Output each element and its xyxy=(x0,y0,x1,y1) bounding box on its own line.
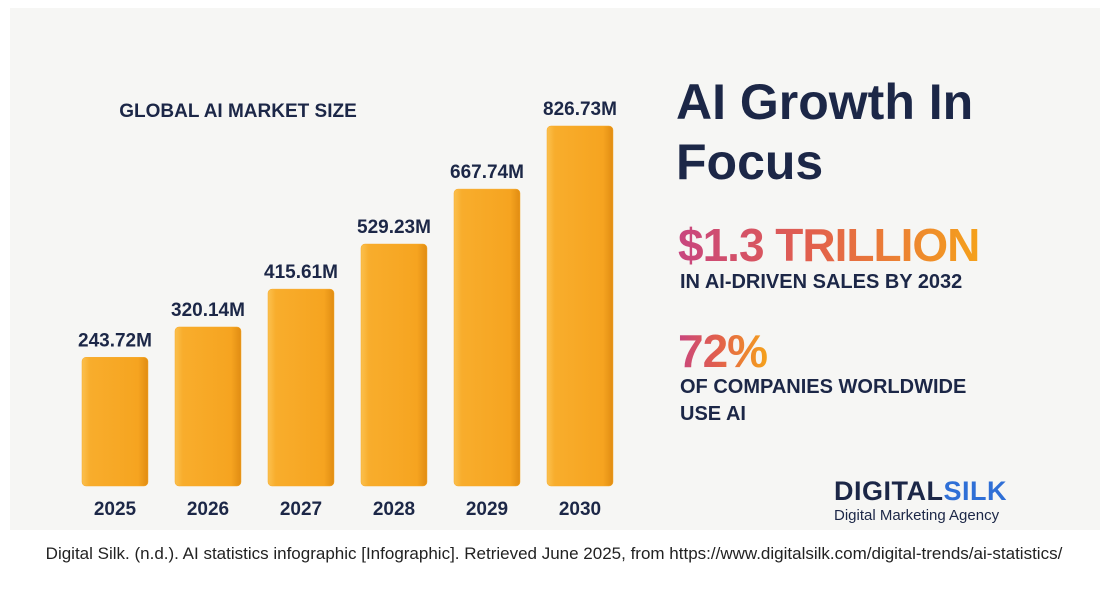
x-tick-label: 2027 xyxy=(280,499,322,520)
x-tick-label: 2029 xyxy=(466,499,508,520)
stat-value: $1.3 TRILLION xyxy=(678,219,980,271)
bar xyxy=(174,326,242,487)
bar xyxy=(360,243,428,487)
value-label: 320.14M xyxy=(171,300,245,321)
stat-caption: IN AI-DRIVEN SALES BY 2032 xyxy=(680,271,963,293)
bar xyxy=(453,188,521,487)
value-label: 667.74M xyxy=(450,162,524,183)
brand-tagline: Digital Marketing Agency xyxy=(834,507,1000,524)
value-label: 415.61M xyxy=(264,262,338,283)
x-tick-label: 2025 xyxy=(94,499,137,520)
x-tick-label: 2028 xyxy=(373,499,415,520)
value-label: 243.72M xyxy=(78,330,152,351)
brand-text: SILK xyxy=(943,476,1007,506)
brand-logo: DIGITALSILK xyxy=(834,476,1007,507)
brand-text: DIGITAL xyxy=(834,476,944,506)
value-label: 529.23M xyxy=(357,217,431,238)
stat-value: 72% xyxy=(678,325,768,377)
x-tick-label: 2026 xyxy=(187,499,229,520)
infographic: GLOBAL AI MARKET SIZE 243.72M 2025 320.14M… xyxy=(10,8,1100,530)
bar xyxy=(546,125,614,487)
bar xyxy=(81,357,149,487)
headline: AI Growth In Focus xyxy=(676,74,974,190)
x-tick-label: 2030 xyxy=(559,499,601,520)
stat-caption: OF COMPANIES WORLDWIDE USE AI xyxy=(680,376,967,425)
chart-title: GLOBAL AI MARKET SIZE xyxy=(119,101,357,122)
value-label: 826.73M xyxy=(543,99,617,120)
chart: GLOBAL AI MARKET SIZE 243.72M 2025 320.14M… xyxy=(78,99,617,520)
bar xyxy=(267,288,335,487)
source-caption: Digital Silk. (n.d.). AI statistics info… xyxy=(45,544,1063,563)
